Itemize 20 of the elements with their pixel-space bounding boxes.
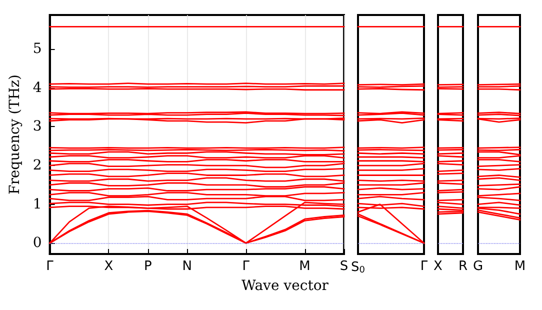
x-tick-label: G <box>472 259 484 274</box>
y-tick-label: 4 <box>32 80 42 96</box>
x-axis-title: Wave vector <box>240 278 330 294</box>
y-tick-label: 0 <box>32 235 42 252</box>
y-axis-title: Frequency (THz) <box>7 74 23 195</box>
x-tick-label: R <box>458 259 468 274</box>
x-tick-label: X <box>104 259 114 274</box>
x-tick-label: N <box>182 259 192 274</box>
y-tick-label: 3 <box>32 118 42 135</box>
x-tick-label: Γ <box>46 259 54 274</box>
x-tick-label: Γ <box>242 259 250 274</box>
x-tick-label: Γ <box>420 259 428 274</box>
y-tick-label: 1 <box>32 196 42 212</box>
x-tick-label: M <box>514 259 526 274</box>
y-tick-label: 5 <box>32 41 42 58</box>
x-tick-label: M <box>299 259 310 274</box>
y-tick-label: 2 <box>32 158 42 174</box>
x-tick-label: X <box>434 259 443 274</box>
x-tick-label: S <box>340 259 348 274</box>
x-tick-label: P <box>144 259 152 274</box>
